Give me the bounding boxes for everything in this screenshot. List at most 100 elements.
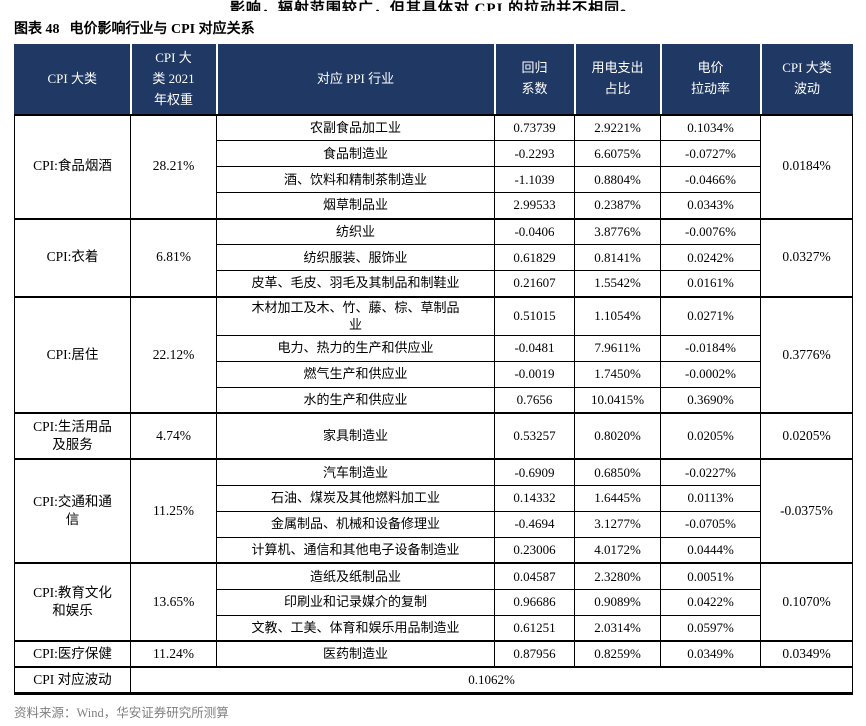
- col-header-weight-2021: CPI 大 类 2021 年权重: [129, 44, 217, 116]
- industry-cell: 水的生产和供应业: [216, 386, 495, 414]
- coef-cell: -1.1039: [494, 166, 575, 193]
- intro-text: 影响，辐射范围较广，但其具体对 CPI 的拉动并不相同。: [229, 1, 637, 11]
- industry-cell: 石油、煤炭及其他燃料加工业: [216, 484, 495, 512]
- coef-cell: 0.51015: [494, 295, 575, 336]
- share-cell: 2.3280%: [574, 562, 661, 590]
- col-header-price-pull-rate: 电价 拉动率: [659, 44, 761, 116]
- table-row: 纺织服装、服饰业 0.61829 0.8141% 0.0242%: [15, 244, 853, 271]
- category-cell: CPI:交通和通 信: [14, 458, 131, 564]
- col-header-ppi-industry: 对应 PPI 行业: [215, 44, 495, 116]
- coef-cell: -0.0019: [494, 360, 575, 388]
- table-row: 皮革、毛皮、羽毛及其制品和制鞋业 0.21607 1.5542% 0.0161%: [15, 270, 853, 297]
- volatility-cell: 0.0327%: [760, 217, 853, 297]
- figure-name: 电价影响行业与 CPI 对应关系: [69, 22, 255, 37]
- share-cell: 0.2387%: [574, 192, 661, 219]
- industry-cell: 酒、饮料和精制茶制造业: [216, 166, 495, 193]
- share-cell: 0.6850%: [574, 458, 661, 486]
- pull-cell: 0.1034%: [660, 113, 761, 141]
- share-cell: 2.0314%: [574, 614, 661, 642]
- weight-cell: 22.12%: [130, 295, 217, 414]
- table-row: 烟草制品业 2.99533 0.2387% 0.0343%: [15, 192, 853, 219]
- footer-value-cell: 0.1062%: [130, 666, 853, 695]
- col-header-electricity-share: 用电支出 占比: [573, 44, 661, 116]
- coef-cell: 0.73739: [494, 113, 575, 141]
- category-cell: CPI:教育文化 和娱乐: [14, 562, 131, 642]
- industry-cell: 文教、工美、体育和娱乐用品制造业: [216, 614, 495, 642]
- table-row: CPI:医疗保健 11.24% 医药制造业 0.87956 0.8259% 0.…: [14, 640, 853, 668]
- category-cell: CPI:居住: [14, 295, 131, 414]
- pull-cell: 0.0444%: [660, 536, 761, 564]
- footer-label-cell: CPI 对应波动: [14, 666, 131, 695]
- source-note: 资料来源：Wind，华安证券研究所测算: [14, 705, 229, 720]
- industry-cell: 医药制造业: [216, 640, 495, 668]
- intro-text-clipped: 影响，辐射范围较广，但其具体对 CPI 的拉动并不相同。: [14, 0, 852, 11]
- share-cell: 1.6445%: [574, 484, 661, 512]
- coef-cell: 0.21607: [494, 270, 575, 297]
- volatility-cell: 0.0184%: [760, 113, 853, 219]
- table-row: 计算机、通信和其他电子设备制造业 0.23006 4.0172% 0.0444%: [15, 536, 853, 564]
- col-header-cpi-volatility: CPI 大类 波动: [759, 44, 853, 116]
- industry-cell: 纺织业: [216, 217, 495, 245]
- industry-cell: 汽车制造业: [216, 458, 495, 486]
- pull-cell: 0.0161%: [660, 270, 761, 297]
- coef-cell: -0.2293: [494, 140, 575, 167]
- share-cell: 0.8259%: [574, 640, 661, 668]
- weight-cell: 11.24%: [130, 640, 217, 668]
- industry-cell: 家具制造业: [216, 412, 495, 460]
- share-cell: 6.6075%: [574, 140, 661, 167]
- category-cell: CPI:食品烟酒: [14, 113, 131, 219]
- coef-cell: 0.23006: [494, 536, 575, 564]
- coef-cell: -0.4694: [494, 510, 575, 538]
- coef-cell: 0.61251: [494, 614, 575, 642]
- weight-cell: 4.74%: [130, 412, 217, 460]
- pull-cell: -0.0705%: [660, 510, 761, 538]
- pull-cell: 0.0051%: [660, 562, 761, 590]
- weight-cell: 28.21%: [130, 113, 217, 219]
- table-row: CPI:衣着 6.81% 纺织业 -0.0406 3.8776% -0.0076…: [14, 217, 853, 297]
- volatility-cell: 0.1070%: [760, 562, 853, 642]
- coef-cell: 0.7656: [494, 386, 575, 414]
- pull-cell: -0.0184%: [660, 334, 761, 362]
- figure-label: 图表 48: [14, 22, 60, 37]
- coef-cell: -0.0406: [494, 217, 575, 245]
- coef-cell: 0.14332: [494, 484, 575, 512]
- share-cell: 3.8776%: [574, 217, 661, 245]
- coef-cell: 0.04587: [494, 562, 575, 590]
- pull-cell: 0.0205%: [660, 412, 761, 460]
- table-row: CPI:食品烟酒 28.21% 农副食品加工业 0.73739 2.9221% …: [14, 113, 853, 219]
- share-cell: 1.1054%: [574, 295, 661, 336]
- volatility-cell: 0.0205%: [760, 412, 853, 460]
- share-cell: 10.0415%: [574, 386, 661, 414]
- share-cell: 0.9089%: [574, 588, 661, 616]
- pull-cell: -0.0466%: [660, 166, 761, 193]
- share-cell: 7.9611%: [574, 334, 661, 362]
- industry-cell: 金属制品、机械和设备修理业: [216, 510, 495, 538]
- pull-cell: -0.0227%: [660, 458, 761, 486]
- table-row: 印刷业和记录媒介的复制 0.96686 0.9089% 0.0422%: [15, 588, 853, 616]
- industry-cell: 计算机、通信和其他电子设备制造业: [216, 536, 495, 564]
- pull-cell: 0.0242%: [660, 244, 761, 271]
- coef-cell: 0.53257: [494, 412, 575, 460]
- share-cell: 2.9221%: [574, 113, 661, 141]
- weight-cell: 11.25%: [130, 458, 217, 564]
- industry-cell: 皮革、毛皮、羽毛及其制品和制鞋业: [216, 270, 495, 297]
- figure-title: 图表 48 电价影响行业与 CPI 对应关系: [14, 11, 852, 44]
- table-row: 燃气生产和供应业 -0.0019 1.7450% -0.0002%: [15, 360, 853, 388]
- pull-cell: 0.0422%: [660, 588, 761, 616]
- pull-cell: -0.0076%: [660, 217, 761, 245]
- pull-cell: -0.0727%: [660, 140, 761, 167]
- volatility-cell: 0.3776%: [760, 295, 853, 414]
- industry-cell: 纺织服装、服饰业: [216, 244, 495, 271]
- pull-cell: 0.0597%: [660, 614, 761, 642]
- industry-cell: 电力、热力的生产和供应业: [216, 334, 495, 362]
- pull-cell: 0.0343%: [660, 192, 761, 219]
- table-row: CPI:交通和通 信 11.25% 汽车制造业 -0.6909 0.6850% …: [14, 458, 853, 564]
- industry-cell: 农副食品加工业: [216, 113, 495, 141]
- weight-cell: 6.81%: [130, 217, 217, 297]
- table-row: 酒、饮料和精制茶制造业 -1.1039 0.8804% -0.0466%: [15, 166, 853, 193]
- volatility-cell: -0.0375%: [760, 458, 853, 564]
- pull-cell: 0.0271%: [660, 295, 761, 336]
- pull-cell: 0.0349%: [660, 640, 761, 668]
- industry-cell: 印刷业和记录媒介的复制: [216, 588, 495, 616]
- coef-cell: 0.87956: [494, 640, 575, 668]
